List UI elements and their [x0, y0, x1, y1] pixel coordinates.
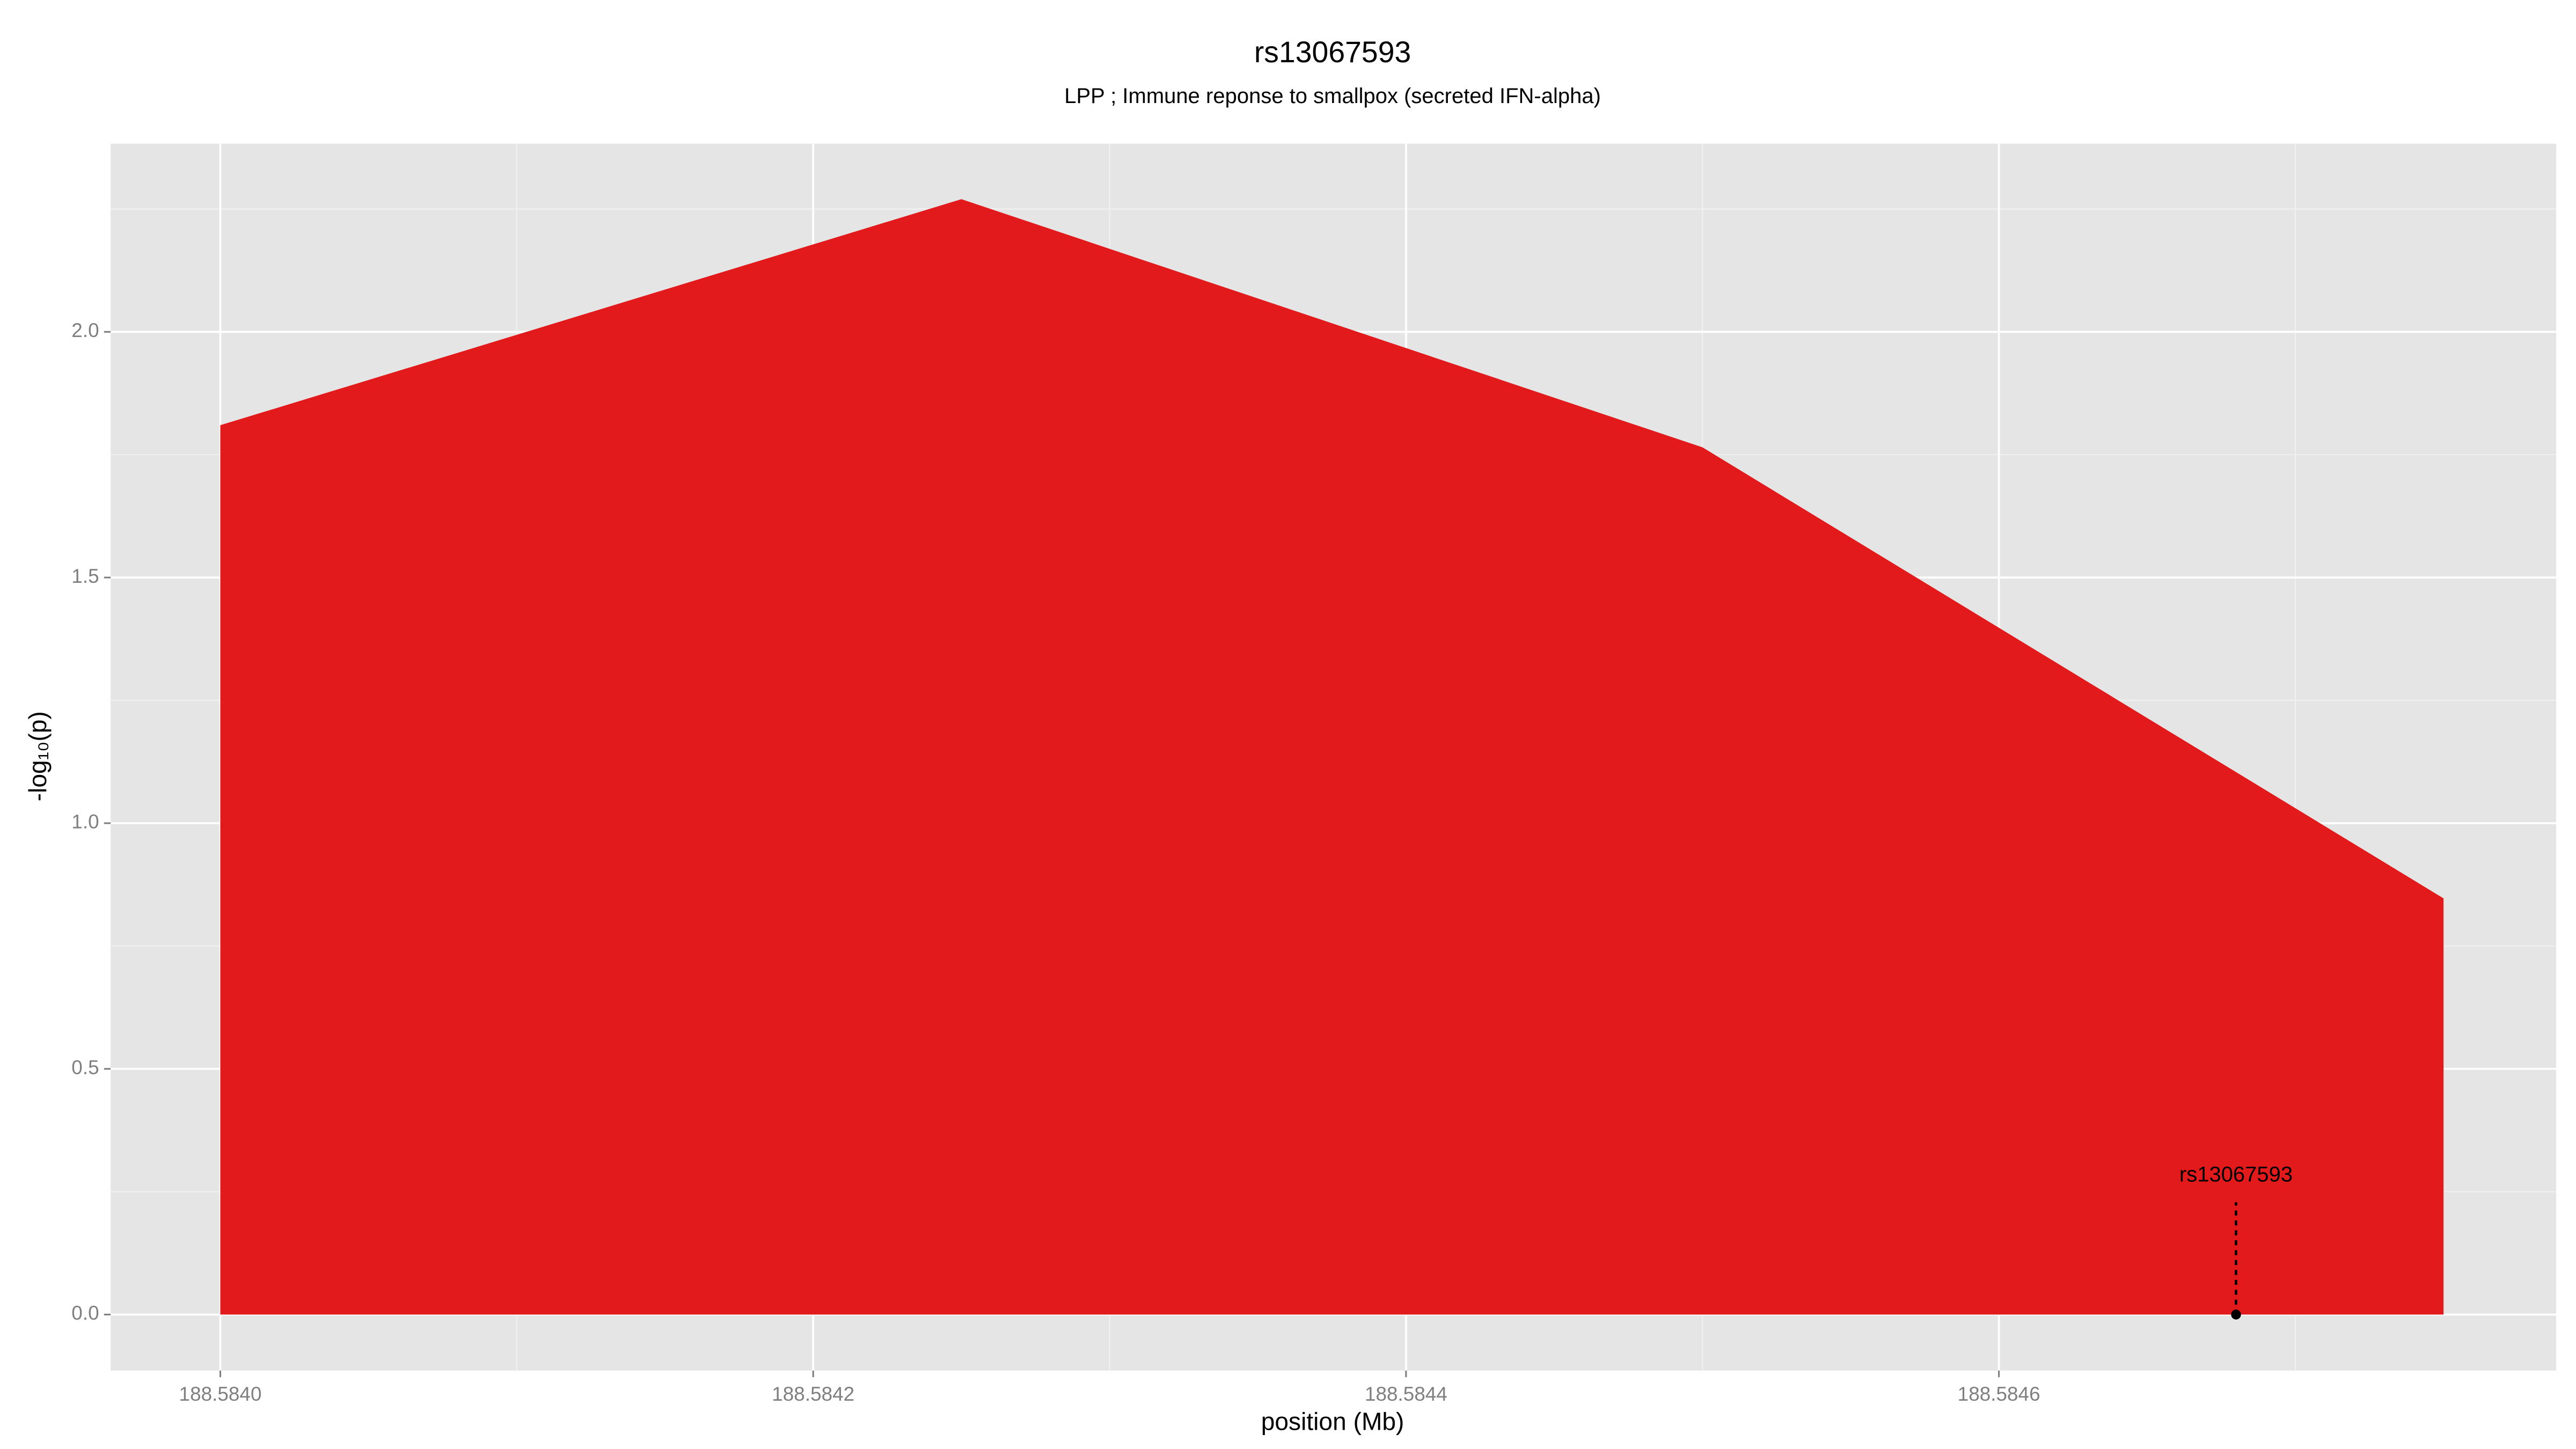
annotation-point — [2231, 1309, 2241, 1320]
area — [220, 199, 2444, 1315]
chart-subtitle: LPP ; Immune reponse to smallpox (secret… — [1064, 84, 1601, 108]
y-tick-label: 0.5 — [71, 1056, 99, 1078]
y-tick-label: 1.0 — [71, 811, 99, 833]
x-tick-label: 188.5840 — [179, 1383, 262, 1405]
y-tick-label: 2.0 — [71, 319, 99, 341]
y-tick-label: 0.0 — [71, 1302, 99, 1324]
x-tick-label: 188.5846 — [1958, 1383, 2040, 1405]
annotation-label: rs13067593 — [2179, 1163, 2293, 1187]
y-tick-label: 1.5 — [71, 565, 99, 587]
x-tick-label: 188.5844 — [1365, 1383, 1447, 1405]
chart-title: rs13067593 — [1254, 35, 1411, 69]
x-axis-label: position (Mb) — [1261, 1407, 1404, 1435]
y-axis-label: -log₁₀(p) — [24, 711, 52, 801]
x-tick-label: 188.5842 — [772, 1383, 854, 1405]
